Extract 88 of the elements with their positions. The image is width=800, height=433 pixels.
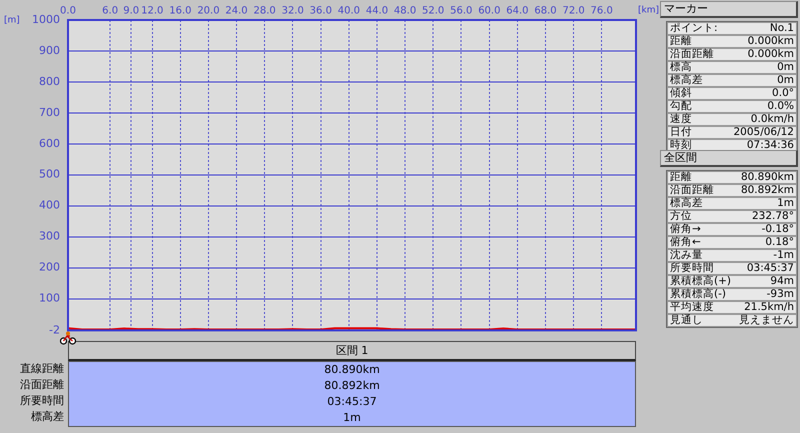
- x-tick-label: 16.0: [169, 6, 192, 17]
- text: 沿面距離: [19, 377, 64, 393]
- y-tick-label: 600: [39, 136, 60, 150]
- text: 21.5km/h: [744, 301, 794, 313]
- text: 所要時間: [670, 262, 714, 274]
- y-tick-label: 300: [39, 230, 60, 243]
- text: 0.0%: [767, 100, 794, 112]
- x-tick-label: 76.0: [590, 6, 613, 17]
- text: 直線距離: [19, 361, 64, 377]
- x-tick-label: 40.0: [338, 6, 360, 17]
- text: 所要時間: [19, 393, 64, 409]
- y-tick-label: 400: [39, 198, 60, 212]
- x-tick-label: 64.0: [506, 6, 529, 17]
- text: 0m: [777, 61, 794, 73]
- y-tick-label: 100: [39, 292, 60, 305]
- text: 1m: [777, 197, 794, 209]
- text: 80.892km: [740, 184, 794, 196]
- text: 沿面距離: [670, 48, 714, 60]
- x-tick-label: 52.0: [422, 6, 444, 17]
- x-tick-label: 20.0: [197, 6, 220, 17]
- x-tick-label: 32.0: [282, 6, 304, 17]
- text: 全区間: [660, 150, 798, 167]
- text: 標高差: [670, 197, 703, 209]
- x-tick-label: 44.0: [366, 6, 388, 17]
- text: 232.78°: [752, 210, 794, 222]
- y-tick-label: 800: [39, 74, 60, 88]
- text: 時刻: [670, 139, 692, 151]
- text: ポイント:: [670, 22, 718, 34]
- text: 俯角←: [670, 236, 701, 248]
- x-tick-label: 68.0: [534, 6, 557, 17]
- y-tick-label: 900: [39, 44, 60, 57]
- text: 傾斜: [670, 87, 692, 99]
- text: 累積標高(-): [670, 288, 726, 300]
- text: 0.000km: [748, 48, 794, 60]
- text: -1m: [773, 249, 794, 261]
- text: 見通し: [670, 314, 703, 326]
- text: 0.18°: [765, 236, 794, 248]
- text: 0.0°: [772, 87, 794, 99]
- text: 03:45:37: [326, 394, 378, 410]
- text: 累積標高(+): [670, 275, 731, 287]
- text: 日付: [670, 126, 692, 138]
- x-tick-label: 28.0: [253, 6, 276, 17]
- text: 平均速度: [670, 301, 714, 313]
- text: 03:45:37: [746, 262, 794, 274]
- y-tick-label: -2: [49, 323, 60, 336]
- text: 勾配: [670, 100, 692, 112]
- text: 0.000km: [748, 35, 794, 47]
- y-tick-label: 500: [39, 168, 60, 181]
- text: 距離: [670, 171, 692, 183]
- text: 標高: [670, 61, 692, 73]
- text: マーカー: [660, 1, 798, 18]
- x-tick-label: 24.0: [225, 6, 248, 17]
- x-tick-label: 36.0: [310, 6, 332, 17]
- text: 見えません: [739, 314, 794, 326]
- text: 沈み量: [670, 249, 703, 261]
- text: 80.892km: [323, 378, 381, 394]
- text: 方位: [670, 210, 692, 222]
- y-axis-title: [m]: [4, 15, 20, 26]
- text: 80.890km: [740, 171, 794, 183]
- text: 速度: [670, 113, 692, 125]
- text: No.1: [770, 22, 794, 34]
- text: -93m: [766, 288, 794, 300]
- text: 80.890km: [323, 362, 381, 378]
- text: 沿面距離: [670, 184, 714, 196]
- x-tick-label: 60.0: [478, 6, 500, 17]
- text: 距離: [670, 35, 692, 47]
- x-tick-label: 9.0: [123, 6, 140, 17]
- text: -0.18°: [762, 223, 794, 235]
- y-tick-label: 700: [39, 106, 60, 119]
- text: 俯角→: [670, 223, 701, 235]
- text: 区間 1: [68, 341, 636, 361]
- x-tick-label: 72.0: [562, 6, 585, 17]
- text: 0m: [777, 74, 794, 86]
- x-tick-label: 0.0: [60, 6, 76, 17]
- y-tick-label: 1000: [32, 12, 60, 26]
- x-tick-label: 6.0: [102, 6, 118, 17]
- x-tick-label: 56.0: [450, 6, 472, 17]
- text: 標高差: [30, 409, 64, 425]
- text: 2005/06/12: [733, 126, 794, 138]
- text: 07:34:36: [746, 139, 794, 151]
- text: 94m: [770, 275, 794, 287]
- text: 0.0km/h: [750, 113, 794, 125]
- x-tick-label: 48.0: [394, 6, 416, 17]
- text: 標高差: [670, 74, 703, 86]
- x-tick-label: 12.0: [141, 6, 164, 17]
- y-tick-label: 200: [39, 260, 60, 274]
- x-axis-title: [km]: [638, 5, 660, 16]
- text: 1m: [342, 410, 362, 426]
